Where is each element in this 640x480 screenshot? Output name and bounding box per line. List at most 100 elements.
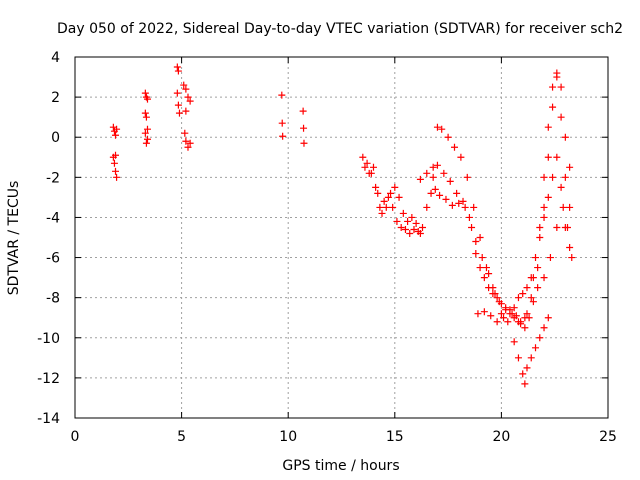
data-point (380, 197, 388, 205)
data-point (532, 254, 540, 262)
y-tick-label: -12 (37, 371, 60, 387)
data-point (534, 264, 542, 272)
data-point (174, 67, 182, 75)
data-point (278, 119, 286, 127)
data-point (495, 298, 503, 306)
data-point (480, 308, 488, 316)
data-point (546, 254, 554, 262)
data-point (363, 159, 371, 167)
data-point (406, 229, 414, 237)
data-point (474, 310, 482, 318)
data-point (568, 254, 576, 262)
data-point (175, 109, 183, 117)
data-point (514, 294, 522, 302)
data-point (497, 310, 505, 318)
data-point (549, 103, 557, 111)
data-point (476, 234, 484, 241)
data-point (540, 203, 548, 211)
data-point (508, 310, 516, 318)
data-point (416, 229, 424, 237)
data-point (544, 153, 552, 161)
data-point (448, 201, 456, 209)
data-point (510, 338, 518, 346)
data-point (143, 135, 151, 143)
y-tick-label: 0 (51, 130, 60, 146)
data-point (549, 173, 557, 181)
data-point (113, 173, 121, 181)
data-point (523, 284, 531, 292)
data-point (181, 129, 189, 137)
data-point (433, 123, 441, 131)
data-points (109, 63, 576, 388)
data-point (532, 344, 540, 352)
data-point (465, 213, 473, 221)
data-point (278, 91, 286, 99)
x-tick-label: 20 (492, 429, 510, 445)
x-tick-label: 0 (71, 429, 80, 445)
data-point (442, 195, 450, 203)
data-point (300, 124, 308, 132)
data-point (142, 113, 150, 121)
y-tick-label: -10 (37, 331, 60, 347)
data-point (502, 304, 510, 312)
y-tick-label: -6 (46, 251, 60, 267)
x-tick-labels: 0 5 10 15 20 25 (71, 429, 617, 445)
data-point (512, 312, 520, 320)
x-tick-label: 5 (177, 429, 186, 445)
y-tick-label: -8 (46, 291, 60, 307)
data-point (391, 183, 399, 191)
data-point (173, 89, 181, 97)
data-point (472, 238, 480, 246)
data-point (557, 83, 565, 91)
data-point (544, 314, 552, 322)
data-point (540, 173, 548, 181)
data-point (540, 213, 548, 221)
data-point (521, 324, 529, 332)
data-point (444, 133, 452, 141)
data-point (404, 217, 412, 225)
data-point (395, 193, 403, 201)
data-point (399, 209, 407, 217)
data-point (372, 183, 380, 191)
data-point (489, 284, 497, 292)
data-point (412, 219, 420, 227)
data-point (506, 306, 514, 314)
data-point (478, 254, 486, 262)
data-point (369, 163, 377, 171)
x-tick-label: 25 (599, 429, 617, 445)
data-point (112, 131, 120, 139)
data-point (389, 203, 397, 211)
y-tick-label: 4 (51, 50, 60, 66)
data-point (182, 107, 190, 115)
data-point (440, 169, 448, 177)
data-point (143, 125, 151, 133)
data-point (482, 264, 490, 272)
data-point (536, 334, 544, 342)
data-point (491, 290, 499, 298)
data-point (186, 97, 194, 105)
data-point (493, 318, 501, 326)
x-tick-label: 15 (386, 429, 404, 445)
data-point (446, 177, 454, 185)
data-point (427, 189, 435, 197)
data-point (557, 183, 565, 191)
data-point (186, 139, 194, 147)
data-point (523, 364, 531, 372)
data-point (468, 223, 476, 231)
data-point (472, 250, 480, 258)
data-point (184, 93, 192, 101)
data-point (382, 203, 390, 211)
data-point (279, 132, 287, 140)
data-point (504, 318, 512, 326)
data-point (566, 163, 574, 171)
data-point (393, 217, 401, 225)
data-point (457, 153, 465, 161)
x-axis-label: GPS time / hours (282, 458, 399, 474)
data-point (110, 159, 118, 167)
data-point (523, 310, 531, 318)
data-point (517, 318, 525, 326)
data-point (376, 203, 384, 211)
data-point (384, 193, 392, 201)
data-point (540, 274, 548, 282)
